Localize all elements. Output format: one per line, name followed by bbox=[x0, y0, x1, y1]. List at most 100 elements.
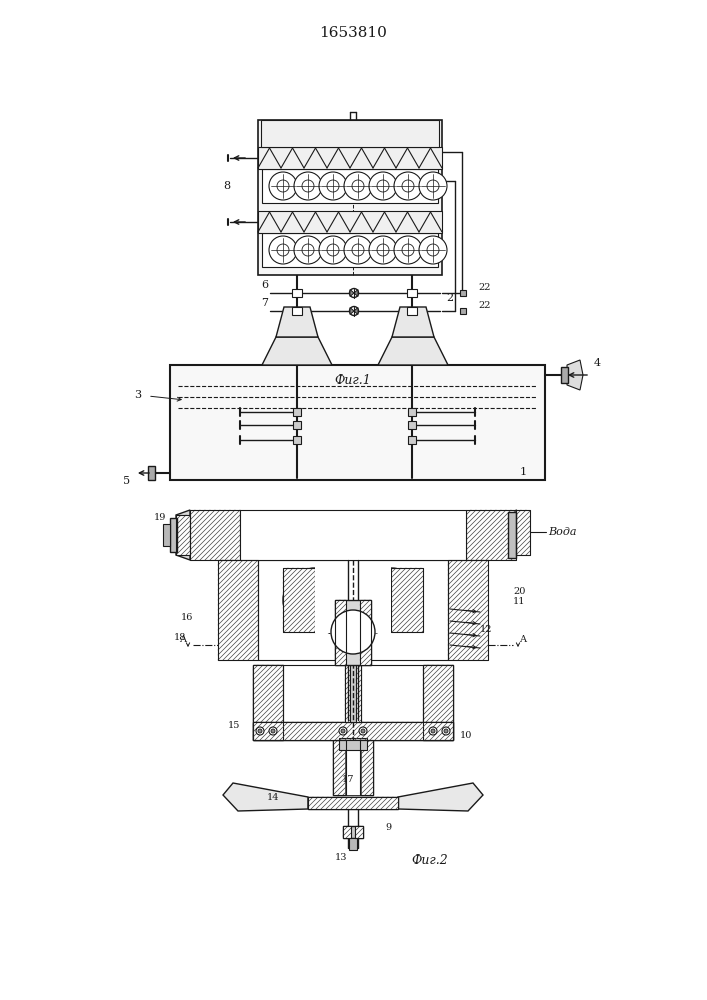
Bar bbox=[308, 797, 398, 809]
Text: 7: 7 bbox=[261, 298, 268, 308]
Bar bbox=[308, 797, 398, 809]
Bar bbox=[355, 826, 363, 838]
Text: 15: 15 bbox=[228, 720, 240, 730]
Bar bbox=[190, 510, 240, 560]
Circle shape bbox=[419, 236, 447, 264]
Circle shape bbox=[319, 172, 347, 200]
Bar bbox=[253, 722, 453, 740]
Bar bbox=[349, 838, 357, 850]
Text: Фиг.1: Фиг.1 bbox=[334, 373, 371, 386]
Bar bbox=[253, 722, 453, 740]
Bar bbox=[345, 665, 361, 722]
Text: 1653810: 1653810 bbox=[319, 26, 387, 40]
Circle shape bbox=[271, 729, 275, 733]
Bar bbox=[293, 408, 301, 416]
Bar bbox=[308, 797, 398, 809]
Text: 18: 18 bbox=[174, 634, 186, 643]
Circle shape bbox=[283, 568, 347, 632]
Circle shape bbox=[319, 236, 347, 264]
Bar bbox=[315, 567, 348, 633]
Bar bbox=[283, 568, 315, 632]
Bar bbox=[408, 408, 416, 416]
Polygon shape bbox=[176, 510, 190, 560]
Bar bbox=[360, 600, 371, 665]
Bar bbox=[283, 568, 315, 632]
Circle shape bbox=[294, 236, 322, 264]
Text: B: B bbox=[371, 628, 378, 637]
Bar bbox=[335, 600, 371, 665]
Bar bbox=[356, 665, 361, 722]
Bar bbox=[148, 466, 155, 480]
Bar bbox=[262, 233, 438, 267]
Bar bbox=[190, 510, 240, 560]
Circle shape bbox=[331, 610, 375, 654]
Bar bbox=[460, 308, 466, 314]
Bar bbox=[261, 120, 439, 147]
Bar bbox=[407, 307, 417, 315]
Text: 1: 1 bbox=[520, 467, 527, 477]
Bar bbox=[391, 568, 423, 632]
Bar bbox=[407, 289, 417, 297]
Circle shape bbox=[349, 288, 358, 298]
Text: 12: 12 bbox=[480, 626, 493, 635]
Bar bbox=[335, 600, 346, 665]
Bar bbox=[293, 421, 301, 429]
Text: A: A bbox=[520, 636, 527, 645]
Circle shape bbox=[339, 727, 347, 735]
Bar bbox=[253, 665, 283, 740]
Bar bbox=[218, 560, 258, 660]
Circle shape bbox=[256, 727, 264, 735]
Bar bbox=[343, 826, 363, 838]
Text: D: D bbox=[327, 628, 335, 637]
Polygon shape bbox=[378, 337, 448, 365]
Text: 22: 22 bbox=[478, 302, 491, 310]
Text: 11: 11 bbox=[513, 597, 525, 606]
Bar bbox=[356, 665, 361, 722]
Bar bbox=[508, 512, 516, 558]
Bar bbox=[448, 560, 488, 660]
Circle shape bbox=[442, 727, 450, 735]
Polygon shape bbox=[392, 307, 434, 337]
Bar bbox=[258, 120, 442, 275]
Polygon shape bbox=[223, 783, 308, 811]
Circle shape bbox=[361, 729, 365, 733]
Bar bbox=[253, 665, 283, 740]
Circle shape bbox=[359, 568, 423, 632]
Circle shape bbox=[269, 727, 277, 735]
Bar bbox=[335, 600, 346, 665]
Circle shape bbox=[258, 729, 262, 733]
Bar bbox=[360, 600, 371, 665]
Bar bbox=[391, 568, 423, 632]
Bar bbox=[333, 740, 373, 795]
Text: 8: 8 bbox=[223, 181, 230, 191]
Circle shape bbox=[394, 236, 422, 264]
Circle shape bbox=[429, 727, 437, 735]
Circle shape bbox=[269, 172, 297, 200]
Bar bbox=[466, 510, 516, 560]
Circle shape bbox=[419, 172, 447, 200]
Bar bbox=[516, 510, 530, 555]
Text: 10: 10 bbox=[460, 730, 472, 740]
Bar bbox=[408, 421, 416, 429]
Bar bbox=[292, 307, 302, 315]
Bar bbox=[358, 567, 391, 633]
Bar bbox=[466, 510, 516, 560]
Bar bbox=[293, 436, 301, 444]
Bar bbox=[360, 740, 373, 795]
Bar bbox=[561, 367, 568, 383]
Bar bbox=[355, 826, 363, 838]
Circle shape bbox=[394, 172, 422, 200]
Text: 6: 6 bbox=[261, 280, 268, 290]
Polygon shape bbox=[354, 290, 358, 296]
Bar bbox=[516, 510, 530, 555]
Bar bbox=[253, 665, 283, 740]
Bar bbox=[170, 518, 177, 552]
Polygon shape bbox=[354, 308, 358, 314]
Bar bbox=[423, 665, 453, 740]
Bar bbox=[423, 665, 453, 740]
Bar bbox=[240, 510, 466, 560]
Polygon shape bbox=[350, 308, 354, 314]
Bar bbox=[333, 740, 346, 795]
Text: 5: 5 bbox=[124, 476, 131, 486]
Polygon shape bbox=[567, 360, 583, 390]
